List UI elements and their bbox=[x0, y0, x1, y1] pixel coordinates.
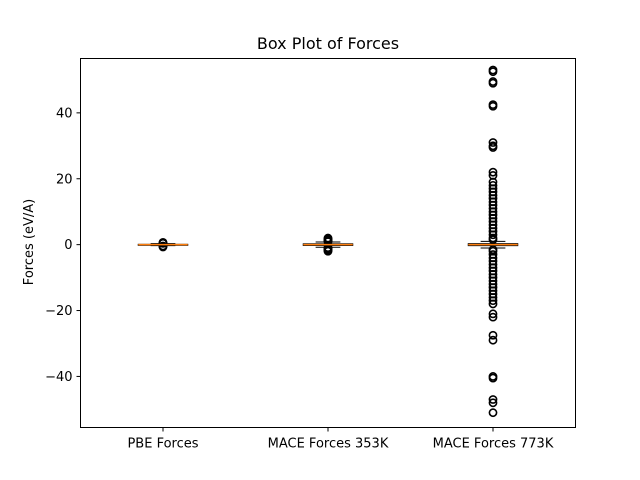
x-tick-label: MACE Forces 773K bbox=[433, 437, 554, 452]
outlier-point bbox=[488, 309, 498, 319]
y-axis-label: Forces (eV/A) bbox=[22, 199, 37, 285]
outlier-point bbox=[488, 167, 498, 177]
outlier-point bbox=[488, 330, 498, 340]
outlier-point bbox=[488, 143, 498, 152]
chart-title: Box Plot of Forces bbox=[257, 34, 399, 53]
outlier-point bbox=[488, 373, 498, 383]
outlier-point bbox=[488, 299, 498, 309]
plot-area: −40 −20 0 20 40 PBE Forces MACE Forces 353K MAC… bbox=[45, 65, 554, 452]
outlier-point bbox=[158, 237, 168, 247]
outlier-point bbox=[488, 312, 498, 322]
outlier-point bbox=[488, 138, 498, 147]
outlier-point bbox=[488, 408, 498, 418]
plot-frame bbox=[80, 58, 576, 428]
outlier-point bbox=[488, 395, 498, 404]
y-tick-label: 40 bbox=[56, 106, 73, 121]
x-tick-label: PBE Forces bbox=[127, 437, 198, 452]
outlier-point bbox=[488, 335, 498, 345]
y-tick-label: 20 bbox=[56, 172, 73, 187]
outlier-point bbox=[488, 296, 498, 306]
y-tick-label: 0 bbox=[64, 238, 72, 253]
outlier-point bbox=[488, 101, 498, 111]
outlier-point bbox=[488, 78, 498, 88]
outlier-point bbox=[323, 233, 333, 243]
x-tick-label: MACE Forces 353K bbox=[268, 437, 389, 452]
outlier-point bbox=[488, 235, 498, 245]
outlier-point bbox=[488, 398, 498, 408]
y-tick-label: −20 bbox=[45, 304, 72, 319]
outlier-point bbox=[488, 67, 498, 77]
outlier-point bbox=[158, 241, 168, 251]
outlier-point bbox=[488, 230, 498, 240]
y-tick-label: −40 bbox=[45, 370, 72, 385]
